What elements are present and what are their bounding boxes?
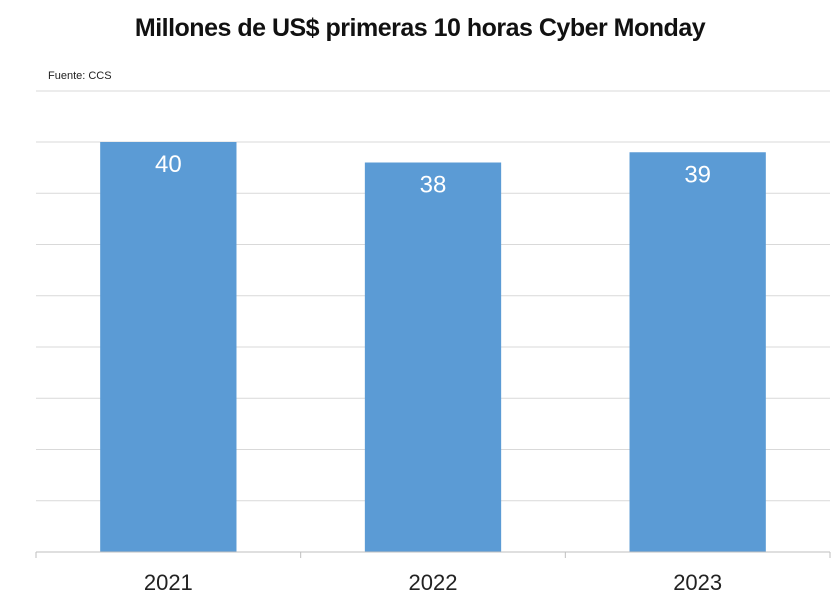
chart-source: Fuente: CCS — [48, 70, 112, 82]
x-tick-label-2021: 2021 — [144, 570, 193, 595]
bar-2021 — [100, 142, 237, 552]
bar-2022 — [364, 162, 502, 552]
data-label-2023: 39 — [684, 161, 711, 188]
x-axis — [35, 551, 831, 558]
bar-2023 — [629, 152, 766, 552]
x-tick-label-2023: 2023 — [673, 570, 722, 595]
chart-title: Millones de US$ primeras 10 horas Cyber … — [134, 14, 706, 42]
labels: 40 2021 38 2022 39 2023 — [144, 151, 722, 595]
bars — [100, 142, 766, 552]
data-label-2021: 40 — [155, 151, 182, 178]
x-tick-label-2022: 2022 — [409, 570, 458, 595]
data-label-2022: 38 — [420, 172, 447, 199]
